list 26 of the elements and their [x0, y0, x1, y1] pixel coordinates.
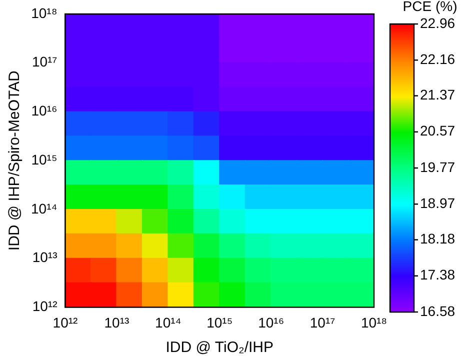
- y-tick-label: 10¹⁸: [31, 4, 58, 21]
- x-tick-label: 10¹⁶: [258, 314, 284, 330]
- color-bar-label: 17.38: [420, 266, 456, 283]
- y-axis-title: IDD @ IHP/Spiro-MeOTAD: [6, 70, 24, 251]
- x-tick-label: 10¹⁸: [360, 314, 388, 330]
- y-tick-label: 10¹⁴: [31, 200, 58, 216]
- color-bar-label: 19.77: [420, 158, 456, 175]
- y-tick-label: 10¹⁶: [31, 102, 58, 119]
- x-tick-label: 10¹⁷: [310, 314, 336, 330]
- x-tick-label: 10¹²: [52, 314, 78, 330]
- color-bar-title: PCE (%): [402, 0, 458, 14]
- color-bar-label: 16.58: [420, 302, 456, 319]
- y-tick-label: 10¹²: [32, 298, 58, 314]
- y-tick-label: 10¹⁵: [31, 151, 58, 168]
- x-tick-label: 10¹³: [104, 314, 130, 330]
- x-tick-label: 10¹⁵: [206, 314, 233, 330]
- y-tick-label: 10¹⁷: [32, 54, 58, 70]
- y-tick-label: 10¹³: [32, 249, 58, 266]
- color-bar-label: 20.57: [420, 122, 456, 139]
- x-tick-label: 10¹⁴: [155, 314, 182, 330]
- x-axis-title: IDD @ TiO₂/IHP: [166, 339, 274, 356]
- color-bar-label: 18.18: [420, 230, 456, 247]
- color-bar-label: 22.16: [420, 50, 456, 67]
- color-bar-label: 18.97: [420, 194, 456, 211]
- color-bar-label: 21.37: [420, 86, 456, 103]
- color-bar-label: 22.96: [420, 14, 456, 31]
